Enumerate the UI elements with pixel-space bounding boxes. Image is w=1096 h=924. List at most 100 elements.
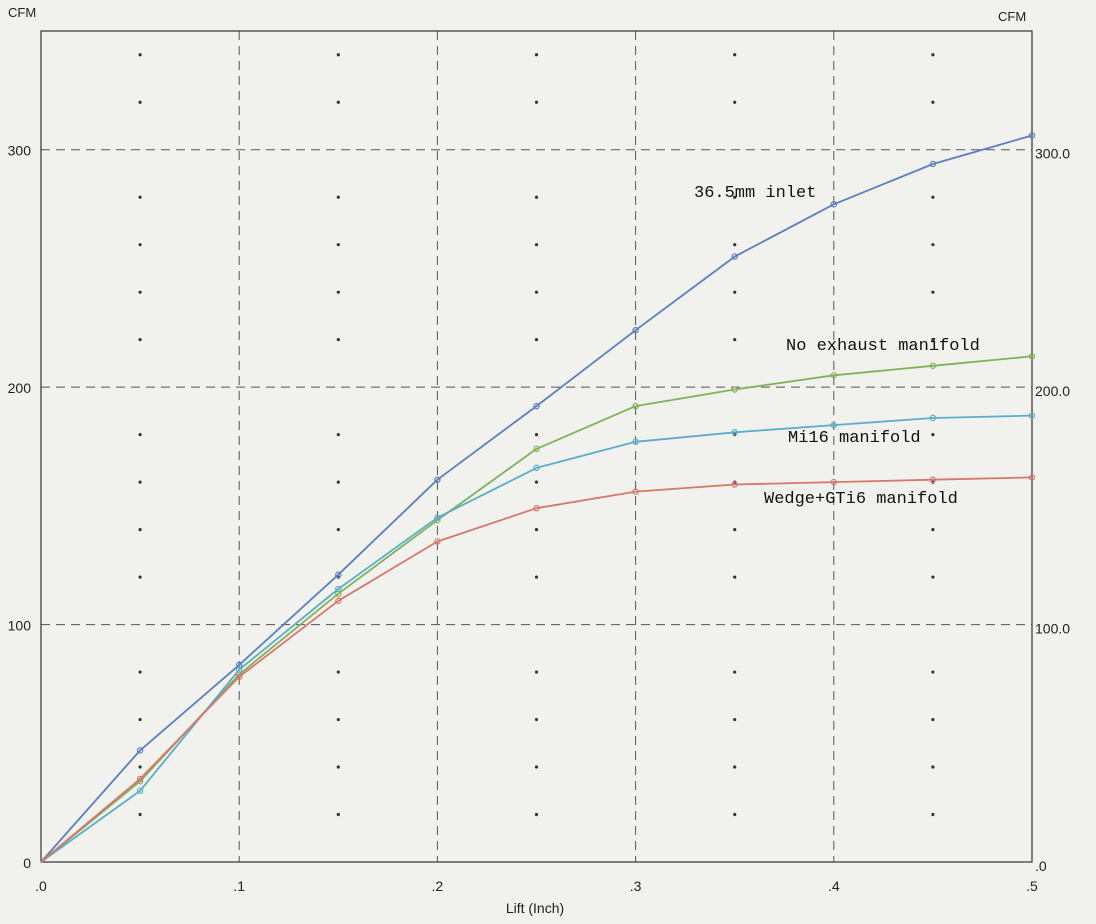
grid-dot [138,670,142,674]
data-point-36-5mm-inlet [731,253,738,260]
data-point-no-exhaust-manifold [1028,353,1036,360]
grid-dot [931,243,935,247]
y-tick-label-right: 100.0 [1035,621,1070,637]
grid-dot [138,195,142,199]
grid-dot [336,480,340,484]
grid-dot [733,100,737,104]
x-tick-label: .4 [828,878,840,894]
y-tick-label-left: 0 [23,855,31,871]
grid-dot [534,717,539,722]
data-point-wedge-gti6-manifold [731,481,738,488]
data-point-mi16-manifold [434,514,441,521]
data-point-mi16-manifold [830,421,838,429]
grid-dot [931,290,935,294]
data-point-36-5mm-inlet [434,476,441,483]
grid-dot [733,717,737,722]
grid-dot [534,433,539,437]
y-tick-label-left: 300 [8,143,32,159]
grid-dot [336,812,340,817]
data-point-wedge-gti6-manifold [235,673,243,681]
series-line-36-5mm-inlet [40,134,1033,863]
data-point-mi16-manifold [235,666,243,673]
data-point-no-exhaust-manifold [929,362,937,369]
grid-dot [534,100,539,104]
grid-dot [534,290,539,294]
grid-dot [931,812,935,817]
grid-dot [336,290,340,294]
y-axis-right-unit: CFM [998,9,1026,24]
series-label-36-5mm-inlet: 36.5mm inlet [694,184,816,203]
data-point-wedge-gti6-manifold [1028,474,1036,481]
grid-dot [534,480,539,484]
series-36-5mm-inlet [40,132,1036,863]
x-tick-label: .2 [432,878,444,894]
data-point-36-5mm-inlet [1028,132,1036,139]
series-label-mi16-manifold: Mi16 manifold [788,429,921,448]
grid-dot [733,765,737,769]
grid-dot [931,765,935,769]
grid-dot [534,812,539,817]
grid-dot [931,575,935,579]
y-tick-label-right: 300.0 [1035,146,1070,162]
grid-dot [733,338,737,342]
grid-dot [733,53,737,57]
series-layer [40,132,1036,863]
plot-frame [40,30,1033,863]
x-axis-label: Lift (Inch) [506,900,564,916]
grid-dot [733,575,737,579]
grid-dot [336,100,340,104]
data-point-no-exhaust-manifold [731,386,738,393]
grid-dot [138,528,142,532]
data-point-mi16-manifold [731,429,738,436]
data-point-36-5mm-inlet [136,747,144,754]
series-line-wedge-gti6-manifold [40,476,1033,863]
grid-dot [138,812,142,817]
data-point-mi16-manifold [335,585,342,593]
y-axis-left-unit: CFM [8,5,36,20]
grid-dot [931,53,935,57]
data-point-36-5mm-inlet [632,326,639,334]
grid-dot [336,717,340,722]
grid-dot [336,670,340,674]
grid-dot [733,528,737,532]
grid-dot [138,338,142,342]
data-point-36-5mm-inlet [335,571,342,578]
data-point-wedge-gti6-manifold [830,478,838,486]
data-point-36-5mm-inlet [533,402,540,410]
grid-dot [138,765,142,769]
grid-dot [534,670,539,674]
data-point-wedge-gti6-manifold [533,505,540,512]
data-point-mi16-manifold [929,414,937,422]
data-point-no-exhaust-manifold [632,402,639,410]
grid-dot [931,100,935,104]
grid-dot [336,765,340,769]
x-tick-label: .0 [35,878,47,894]
grid-dot [138,53,142,57]
grid-dot [534,53,539,57]
grid-dot [336,53,340,57]
grid-dot [931,670,935,674]
data-point-36-5mm-inlet [830,201,838,208]
grid-dot [931,433,935,437]
grid-dot [733,290,737,294]
data-point-wedge-gti6-manifold [632,488,639,495]
grid-dot [138,290,142,294]
data-point-mi16-manifold [533,464,540,472]
grid-dot [733,195,737,199]
grid-dot [138,575,142,579]
grid-dot [336,528,340,532]
data-point-mi16-manifold [1028,412,1036,419]
y-tick-label-right: .0 [1035,858,1047,874]
grid-dots [138,53,935,817]
grid-dot [138,717,142,722]
grid-dot [534,243,539,247]
grid-dot [138,100,142,104]
y-tick-label-right: 200.0 [1035,383,1070,399]
series-wedge-gti6-manifold [40,474,1036,863]
data-point-no-exhaust-manifold [830,372,838,379]
grid-dot [534,575,539,579]
grid-dot [534,528,539,532]
